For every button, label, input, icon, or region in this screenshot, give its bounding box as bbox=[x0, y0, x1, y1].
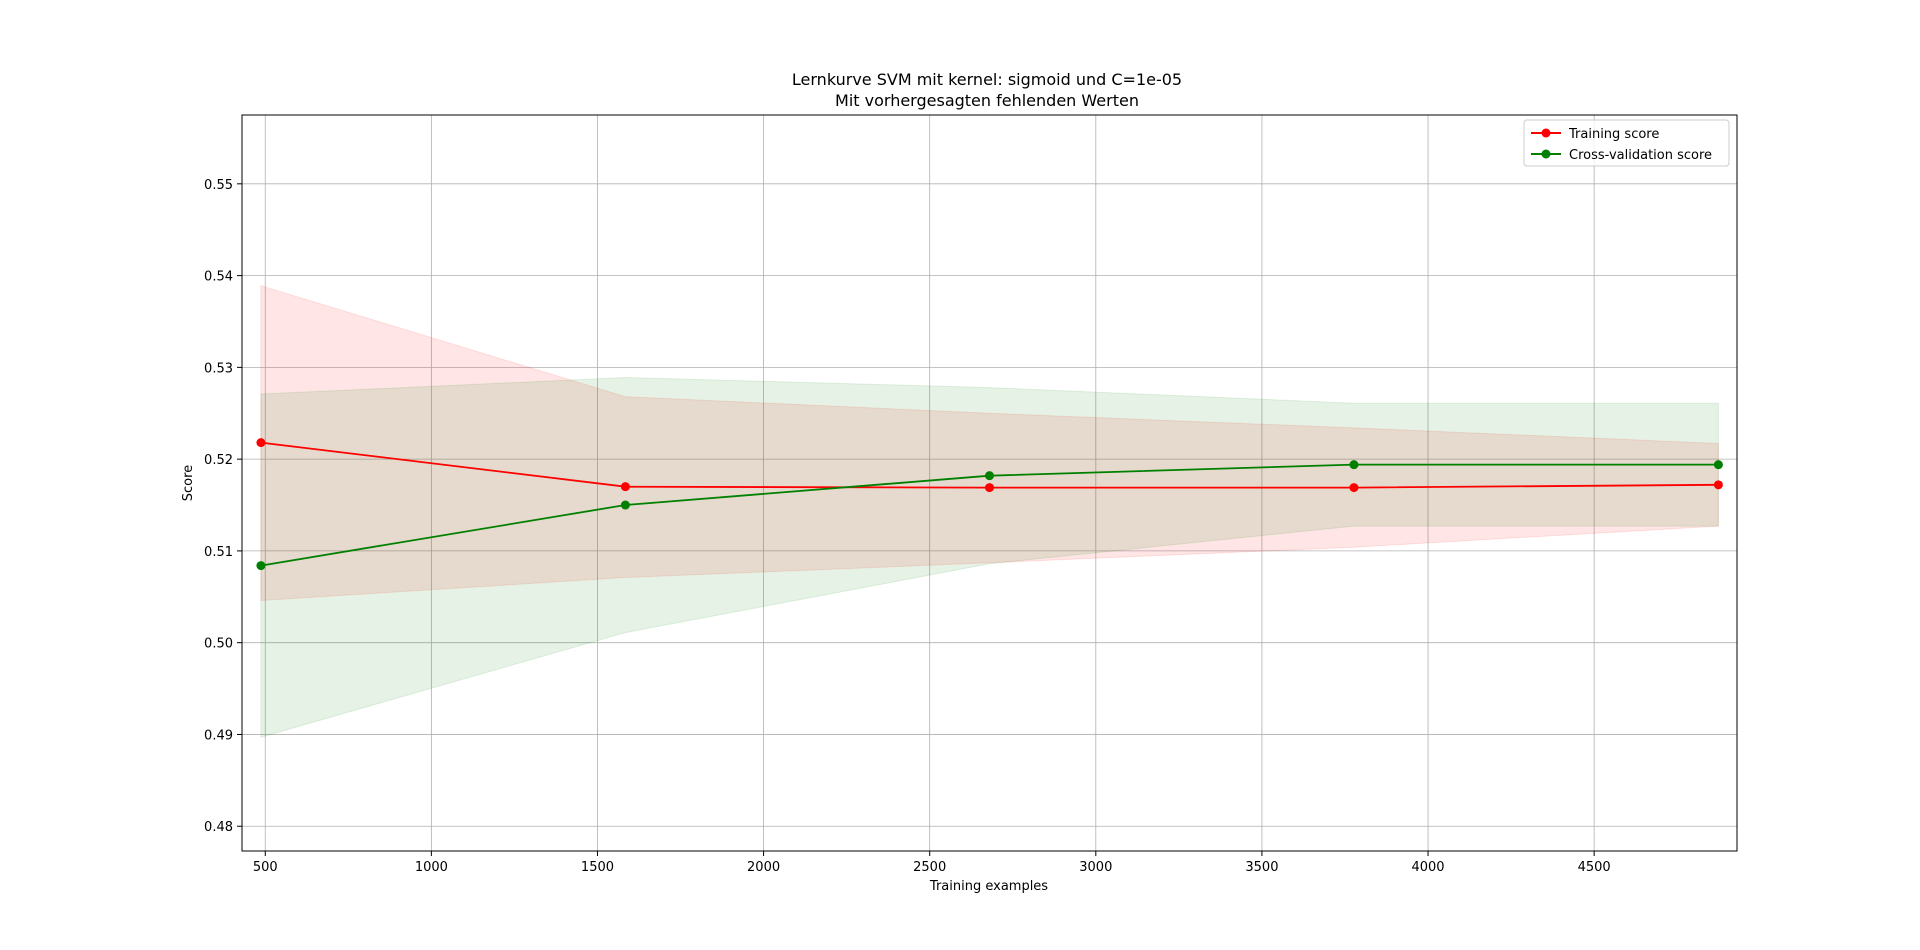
legend-label-cross-validation: Cross-validation score bbox=[1569, 148, 1712, 163]
plot-area: 500 1000 1500 2000 2500 3000 3500 4000 4500 0.48 0… bbox=[204, 114, 1738, 875]
y-tick-label: 0.49 bbox=[204, 728, 233, 743]
y-tick-label: 0.55 bbox=[204, 178, 233, 193]
x-tick-label: 2500 bbox=[913, 860, 946, 875]
training-score-point bbox=[256, 438, 266, 448]
x-tick-label: 3000 bbox=[1079, 860, 1112, 875]
training-score-point bbox=[1349, 483, 1359, 493]
cross-validation-score-point bbox=[1713, 460, 1723, 470]
x-tick-label: 1500 bbox=[581, 860, 614, 875]
training-score-point bbox=[985, 483, 994, 493]
x-axis-label: Training examples bbox=[929, 879, 1048, 894]
cross-validation-score-point bbox=[1349, 460, 1359, 470]
y-axis-label: Score bbox=[181, 465, 196, 501]
legend-dot-training bbox=[1541, 128, 1551, 138]
legend-dot-cross-validation bbox=[1541, 149, 1551, 159]
y-tick-label: 0.52 bbox=[204, 453, 233, 468]
x-tick-label: 1000 bbox=[415, 860, 448, 875]
legend-label-training: Training score bbox=[1568, 127, 1659, 142]
cross-validation-score-point bbox=[620, 500, 630, 510]
axes-frame bbox=[241, 114, 1738, 852]
cross-validation-score-point bbox=[985, 471, 994, 481]
x-tick-label: 500 bbox=[253, 860, 278, 875]
y-tick-label: 0.50 bbox=[204, 637, 233, 652]
cross-validation-score-point bbox=[256, 561, 266, 571]
x-tick-label: 4000 bbox=[1411, 860, 1444, 875]
y-tick-label: 0.48 bbox=[204, 820, 233, 835]
training-score-point bbox=[620, 482, 630, 492]
training-score-point bbox=[1713, 480, 1723, 490]
chart-title: Lernkurve SVM mit kernel: sigmoid und C=… bbox=[792, 70, 1182, 89]
legend: Training score Cross-validation score bbox=[1523, 119, 1730, 167]
training-score-band bbox=[260, 285, 1719, 602]
y-tick-label: 0.51 bbox=[204, 545, 233, 560]
legend-box bbox=[1523, 119, 1730, 167]
x-tick-label: 4500 bbox=[1578, 860, 1611, 875]
x-tick-label: 2000 bbox=[747, 860, 780, 875]
y-tick-label: 0.53 bbox=[204, 361, 233, 376]
chart-subtitle: Mit vorhergesagten fehlenden Werten bbox=[835, 91, 1139, 110]
y-tick-label: 0.54 bbox=[204, 270, 233, 285]
x-tick-label: 3500 bbox=[1245, 860, 1278, 875]
